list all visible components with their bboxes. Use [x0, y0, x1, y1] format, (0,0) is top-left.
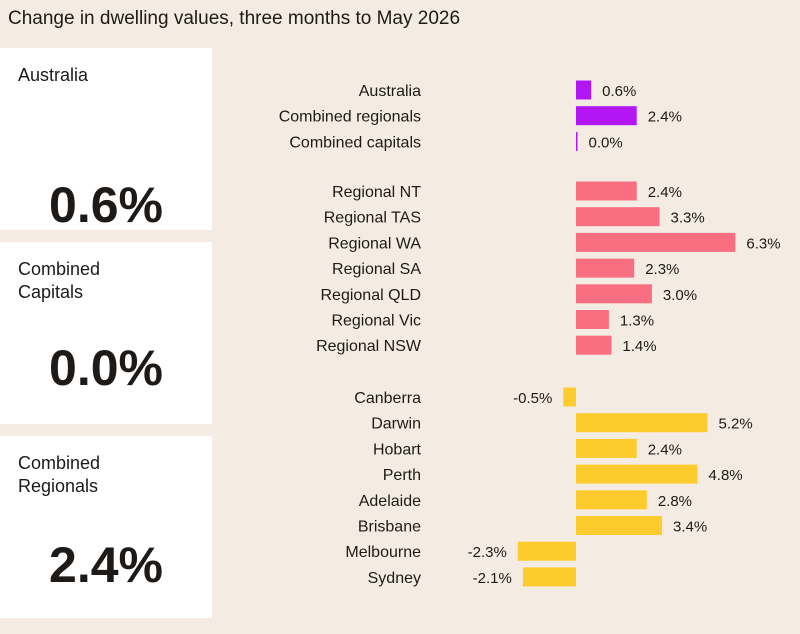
bar-australia: [576, 80, 592, 100]
value-label-combined-capitals: 0.0%: [589, 134, 623, 151]
value-label-regional-tas: 3.3%: [670, 210, 704, 227]
card-australia: Australia 0.6%: [0, 48, 212, 233]
bar-adelaide: [576, 490, 647, 510]
category-label-regional-wa: Regional WA: [328, 235, 421, 252]
category-label-sydney: Sydney: [368, 570, 421, 587]
bar-brisbane: [576, 516, 663, 535]
bar-regional-sa: [576, 258, 635, 278]
card-combined-regionals-value: 2.4%: [49, 537, 163, 593]
category-label-regional-nt: Regional NT: [332, 184, 421, 201]
bar-sydney: [522, 567, 576, 587]
value-label-sydney: -2.1%: [473, 570, 512, 587]
bar-melbourne: [517, 541, 576, 561]
bar-regional-qld: [576, 284, 652, 304]
category-label-combined-regionals: Combined regionals: [279, 109, 421, 126]
category-label-regional-sa: Regional SA: [332, 261, 421, 278]
card-combined-capitals-label: Combined Capitals: [18, 259, 101, 302]
category-label-darwin: Darwin: [371, 416, 421, 433]
value-label-regional-wa: 6.3%: [746, 235, 780, 252]
bar-canberra: [563, 387, 576, 407]
category-label-combined-capitals: Combined capitals: [289, 134, 421, 151]
bar-regional-nsw: [576, 335, 612, 355]
bar-regional-wa: [576, 232, 736, 252]
card-australia-value: 0.6%: [49, 177, 163, 233]
chart-title: Change in dwelling values, three months …: [8, 8, 461, 29]
category-label-regional-nsw: Regional NSW: [316, 338, 422, 355]
bar-combined-capitals: [576, 131, 578, 151]
value-label-regional-nsw: 1.4%: [622, 338, 656, 355]
category-label-regional-vic: Regional Vic: [331, 313, 421, 330]
category-label-canberra: Canberra: [354, 390, 421, 407]
value-label-hobart: 2.4%: [648, 441, 682, 458]
bar-regional-tas: [576, 207, 660, 227]
value-label-darwin: 5.2%: [719, 416, 753, 433]
bar-combined-regionals: [576, 106, 637, 126]
bar-perth: [576, 464, 698, 484]
value-label-regional-sa: 2.3%: [645, 261, 679, 278]
category-label-melbourne: Melbourne: [345, 544, 421, 561]
category-label-perth: Perth: [383, 467, 421, 484]
card-combined-regionals-label: Combined Regionals: [18, 453, 101, 496]
value-label-adelaide: 2.8%: [658, 493, 692, 510]
bar-darwin: [576, 413, 708, 433]
value-label-regional-nt: 2.4%: [648, 184, 682, 201]
value-label-regional-vic: 1.3%: [620, 313, 654, 330]
bar-hobart: [576, 438, 637, 458]
card-combined-capitals-value: 0.0%: [49, 340, 163, 396]
category-label-adelaide: Adelaide: [359, 493, 421, 510]
value-label-regional-qld: 3.0%: [663, 287, 697, 304]
category-label-regional-qld: Regional QLD: [321, 287, 422, 304]
category-label-hobart: Hobart: [373, 441, 422, 458]
category-label-regional-tas: Regional TAS: [324, 210, 421, 227]
value-label-canberra: -0.5%: [513, 390, 552, 407]
value-label-melbourne: -2.3%: [468, 544, 507, 561]
card-australia-label: Australia: [18, 65, 89, 85]
card-combined-capitals: Combined Capitals 0.0%: [0, 242, 212, 424]
bar-regional-vic: [576, 310, 609, 329]
card-combined-regionals: Combined Regionals 2.4%: [0, 436, 212, 618]
value-label-combined-regionals: 2.4%: [648, 109, 682, 126]
category-label-brisbane: Brisbane: [358, 519, 421, 536]
value-label-australia: 0.6%: [602, 83, 636, 100]
category-label-australia: Australia: [359, 83, 421, 100]
value-label-perth: 4.8%: [708, 467, 742, 484]
value-label-brisbane: 3.4%: [673, 519, 707, 536]
bar-regional-nt: [576, 181, 637, 201]
